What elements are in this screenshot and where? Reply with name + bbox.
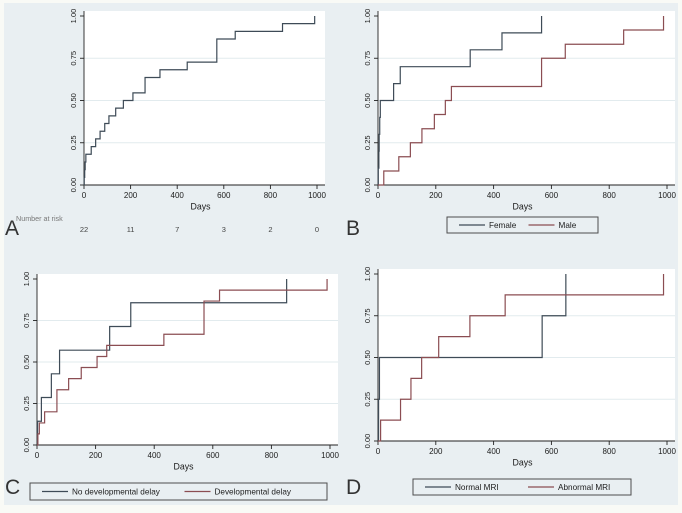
x-tick-label: 1000 xyxy=(321,451,339,460)
x-tick-label: 600 xyxy=(206,451,220,460)
y-tick-label: 0.00 xyxy=(363,434,372,449)
x-tick-label: 400 xyxy=(148,451,162,460)
x-tick-label: 200 xyxy=(429,191,443,200)
panel-c: 0.00 0.25 0.50 0.75 1.00 0 200 400 600 800 1000 Day… xyxy=(0,256,341,513)
x-tick-label: 600 xyxy=(217,191,231,200)
km-curve-maroon xyxy=(378,274,665,442)
x-axis-title: Days xyxy=(512,202,533,212)
y-tick-label: 0.00 xyxy=(69,178,78,193)
x-tick-label: 1000 xyxy=(658,191,676,200)
panel-a-letter: A xyxy=(5,217,20,240)
panel-b: 0.00 0.25 0.50 0.75 1.00 0 200 400 600 800 1000 Day… xyxy=(341,0,682,256)
x-tick-label: 800 xyxy=(264,191,278,200)
panel-b-chart: 0.00 0.25 0.50 0.75 1.00 0 200 400 600 800 1000 Day… xyxy=(363,9,676,234)
legend-label: Male xyxy=(559,221,577,230)
y-tick-label: 0.50 xyxy=(363,350,372,365)
legend-box xyxy=(29,482,328,501)
y-tick-label: 0.75 xyxy=(22,313,31,328)
km-curve-navy xyxy=(377,16,543,186)
plot-area xyxy=(378,11,675,185)
legend-box xyxy=(446,216,599,234)
x-tick-label: 800 xyxy=(603,191,617,200)
x-tick-label: 400 xyxy=(487,447,501,456)
legend-label: Normal MRI xyxy=(455,483,499,492)
x-tick-label: 400 xyxy=(487,191,501,200)
km-curve-navy xyxy=(36,279,288,446)
km-curve-maroon xyxy=(378,16,665,186)
y-tick-label: 0.75 xyxy=(363,51,372,66)
y-tick-label: 1.00 xyxy=(363,9,372,24)
panel-a-chart: 0.00 0.25 0.50 0.75 1.00 0 200 400 600 800 1000 Day… xyxy=(16,9,326,234)
panel-d-letter: D xyxy=(346,476,362,499)
km-curve-navy xyxy=(377,274,567,442)
risk-value: 7 xyxy=(175,225,179,234)
x-tick-label: 200 xyxy=(124,191,138,200)
x-tick-label: 200 xyxy=(89,451,103,460)
risk-value: 0 xyxy=(315,225,319,234)
km-curve-maroon xyxy=(37,279,328,446)
plot-area xyxy=(37,274,338,445)
x-tick-label: 0 xyxy=(35,451,40,460)
y-tick-label: 1.00 xyxy=(363,267,372,282)
y-tick-label: 0.25 xyxy=(363,392,372,407)
y-tick-label: 0.00 xyxy=(22,438,31,453)
y-tick-label: 1.00 xyxy=(22,272,31,287)
legend-label: Abnormal MRI xyxy=(558,483,610,492)
legend-label: No developmental delay xyxy=(72,488,161,497)
y-tick-label: 0.00 xyxy=(363,178,372,193)
panel-c-letter: C xyxy=(5,476,21,499)
x-tick-label: 400 xyxy=(171,191,185,200)
plot-area xyxy=(378,269,675,441)
panel-c-chart: 0.00 0.25 0.50 0.75 1.00 0 200 400 600 800 1000 Day… xyxy=(22,272,339,501)
x-axis-title: Days xyxy=(190,202,211,212)
y-tick-label: 0.50 xyxy=(69,93,78,108)
y-tick-label: 0.25 xyxy=(22,396,31,411)
legend-box xyxy=(412,478,632,496)
x-tick-label: 1000 xyxy=(308,191,326,200)
risk-value: 2 xyxy=(268,225,272,234)
x-tick-label: 0 xyxy=(82,191,87,200)
y-tick-label: 0.50 xyxy=(363,93,372,108)
legend-label: Female xyxy=(489,221,517,230)
x-tick-label: 1000 xyxy=(658,447,676,456)
km-curve-navy xyxy=(83,16,316,186)
x-axis-title: Days xyxy=(173,462,194,472)
x-axis-title: Days xyxy=(512,458,533,468)
y-tick-label: 1.00 xyxy=(69,9,78,24)
panel-d: 0.00 0.25 0.50 0.75 1.00 0 200 400 600 800 1000 Day… xyxy=(341,256,682,513)
x-tick-label: 0 xyxy=(376,191,381,200)
x-tick-label: 600 xyxy=(545,447,559,456)
risk-value: 3 xyxy=(222,225,226,234)
y-tick-label: 0.25 xyxy=(363,135,372,150)
y-tick-label: 0.75 xyxy=(363,308,372,323)
legend-label: Developmental delay xyxy=(215,488,292,497)
plot-area xyxy=(84,11,325,185)
x-tick-label: 800 xyxy=(603,447,617,456)
x-tick-label: 600 xyxy=(545,191,559,200)
y-tick-label: 0.50 xyxy=(22,355,31,370)
x-tick-label: 0 xyxy=(376,447,381,456)
risk-value: 22 xyxy=(80,225,88,234)
risk-value: 11 xyxy=(127,225,135,234)
risk-table-label: Number at risk xyxy=(16,214,63,223)
panel-a: 0.00 0.25 0.50 0.75 1.00 0 200 400 600 800 1000 Day… xyxy=(0,0,341,256)
x-tick-label: 200 xyxy=(429,447,443,456)
panel-d-chart: 0.00 0.25 0.50 0.75 1.00 0 200 400 600 800 1000 Day… xyxy=(363,267,676,496)
x-tick-label: 800 xyxy=(265,451,279,460)
y-tick-label: 0.75 xyxy=(69,51,78,66)
y-tick-label: 0.25 xyxy=(69,135,78,150)
panel-b-letter: B xyxy=(346,217,361,240)
